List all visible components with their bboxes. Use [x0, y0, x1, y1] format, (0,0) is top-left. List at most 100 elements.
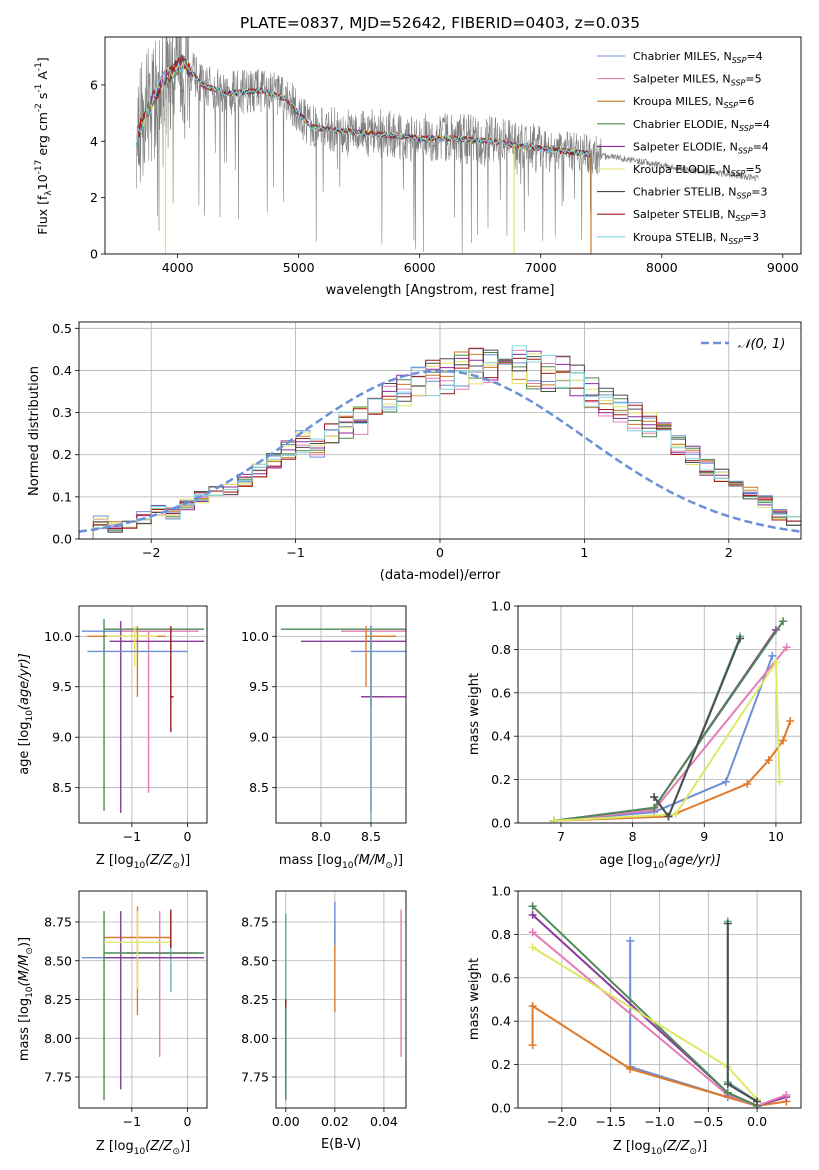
series-line [726, 921, 758, 1103]
data-point-marker [528, 943, 537, 952]
data-point-marker [782, 1090, 791, 1099]
x-tick-label: 0.00 [272, 1114, 300, 1129]
series-line [532, 946, 758, 1100]
legend-entry: Kroupa STELIB, NSSP=3 [597, 231, 759, 246]
data-point-marker [721, 777, 730, 786]
legend-label: 𝒩(0, 1) [738, 337, 785, 352]
x-tick-label: 9 [700, 829, 708, 844]
data-point-marker [528, 928, 537, 937]
x-axis-label: wavelength [Angstrom, rest frame] [326, 283, 555, 298]
legend-label: Salpeter ELODIE, NSSP=4 [633, 140, 769, 155]
x-tick-label: 0.04 [370, 1114, 398, 1129]
y-tick-label: 6 [90, 77, 98, 92]
y-tick-label: 0.3 [52, 405, 72, 420]
plot-area [81, 619, 205, 813]
legend-entry: Chabrier STELIB, NSSP=3 [597, 186, 767, 201]
data-point-marker [771, 658, 780, 667]
x-tick-label: 7000 [525, 260, 557, 275]
y-tick-label: 0.0 [52, 532, 72, 547]
plot-area [79, 345, 801, 539]
errorbar-point [104, 911, 205, 1090]
data-point-marker [753, 1097, 762, 1106]
data-point-marker [779, 736, 788, 745]
y-tick-label: 7.75 [44, 1070, 72, 1085]
errorbar-point [104, 911, 171, 989]
y-tick-label: 0.8 [491, 642, 511, 657]
mass-vs-extinction-plot: 0.00 0.02 0.04 7.75 8.00 8.25 8.50 8.75 E(B-V) [241, 890, 407, 1152]
y-tick-label: 7.75 [241, 1070, 269, 1085]
axes-frame [78, 321, 802, 540]
x-tick-label: −1 [123, 1114, 141, 1129]
mass-weight-vs-metallicity-plot: −2.0 −1.5 −1.0 −0.5 0.0 0.0 0.2 0.4 0.6 0.8 1.0 Z [… [467, 884, 802, 1157]
axes-frame [275, 605, 407, 824]
data-point-marker [779, 617, 788, 626]
data-point-marker [723, 919, 732, 928]
x-tick-label: −1.0 [644, 1114, 674, 1129]
legend-label: Kroupa STELIB, NSSP=3 [633, 231, 759, 246]
y-tick-label: 0.0 [491, 816, 511, 831]
legend-label: Kroupa MILES, NSSP=6 [633, 95, 754, 110]
y-tick-label: 9.0 [249, 730, 269, 745]
histogram-step [79, 347, 801, 539]
y-tick-label: 8.25 [241, 992, 269, 1007]
x-tick-label: 8.5 [361, 829, 381, 844]
spectrum-plot: 4000 5000 6000 7000 8000 9000 0 2 4 6 wavelength [… [34, 36, 802, 298]
x-tick-label: 7 [557, 829, 565, 844]
y-tick-label: 8.50 [241, 953, 269, 968]
x-tick-label: 9000 [767, 260, 799, 275]
legend-label: Salpeter MILES, NSSP=5 [633, 73, 762, 88]
x-tick-label: −0.5 [693, 1114, 723, 1129]
series-line [531, 931, 787, 1107]
y-tick-label: 0.2 [491, 1057, 511, 1072]
y-tick-label: 0.6 [491, 685, 511, 700]
y-tick-label: 4 [90, 134, 98, 149]
x-tick-label: −2.0 [547, 1114, 577, 1129]
x-tick-label: 0 [184, 1114, 192, 1129]
axes-frame [78, 605, 208, 824]
legend-label: Chabrier MILES, NSSP=4 [633, 50, 763, 65]
y-tick-label: 0.4 [491, 729, 511, 744]
legend-entry: Salpeter ELODIE, NSSP=4 [597, 140, 769, 155]
plot-area [528, 902, 791, 1108]
legend-entry: Kroupa ELODIE, NSSP=5 [597, 163, 762, 178]
data-point-marker [549, 816, 558, 823]
y-tick-label: 0.4 [52, 363, 72, 378]
x-axis-label: Z [log10(Z/Z⊙)] [96, 1139, 190, 1157]
errorbar-point [103, 911, 205, 1101]
y-tick-label: 0.8 [491, 927, 511, 942]
y-axis-label: age [log10(age/yr)] [17, 653, 35, 775]
model-spectrum-line [136, 60, 592, 157]
x-axis-label: (data-model)/error [380, 568, 501, 583]
x-axis-label: Z [log10(Z/Z⊙)] [613, 1139, 707, 1157]
y-tick-label: 8.00 [44, 1031, 72, 1046]
data-point-marker [528, 902, 537, 911]
y-tick-label: 8.50 [44, 953, 72, 968]
histogram-step [79, 345, 801, 539]
errorbar-point [361, 626, 406, 813]
y-tick-label: 9.0 [52, 730, 72, 745]
y-tick-label: 0.0 [491, 1101, 511, 1116]
x-tick-label: −1 [123, 829, 141, 844]
plot-area [549, 617, 795, 823]
errorbar-point [361, 626, 386, 707]
data-point-marker [764, 756, 773, 765]
legend-entry: Chabrier MILES, NSSP=4 [597, 50, 763, 65]
x-tick-label: −2 [142, 545, 160, 560]
y-tick-label: 8.25 [44, 992, 72, 1007]
mass-weight-vs-age-plot: 7 8 9 10 0.0 0.2 0.4 0.6 0.8 1.0 age [log10(age/yr… [467, 599, 802, 871]
y-axis-label: mass weight [467, 673, 482, 755]
data-point-marker [528, 910, 537, 919]
data-point-marker [664, 812, 673, 821]
y-tick-label: 0.1 [52, 489, 72, 504]
axes-frame [78, 890, 208, 1109]
y-tick-label: 10.0 [241, 629, 269, 644]
data-point-marker [786, 717, 795, 726]
x-tick-label: 8 [629, 829, 637, 844]
plot-area [136, 37, 759, 254]
age-vs-metallicity-plot: −1 0 8.5 9.0 9.5 10.0 Z [log10(Z/Z⊙)] age [log1… [17, 605, 208, 871]
data-point-marker [650, 803, 659, 812]
x-tick-label: 0.02 [321, 1114, 349, 1129]
legend-entry: Salpeter MILES, NSSP=5 [597, 73, 762, 88]
x-tick-label: −1 [286, 545, 304, 560]
x-tick-label: 5000 [283, 260, 315, 275]
